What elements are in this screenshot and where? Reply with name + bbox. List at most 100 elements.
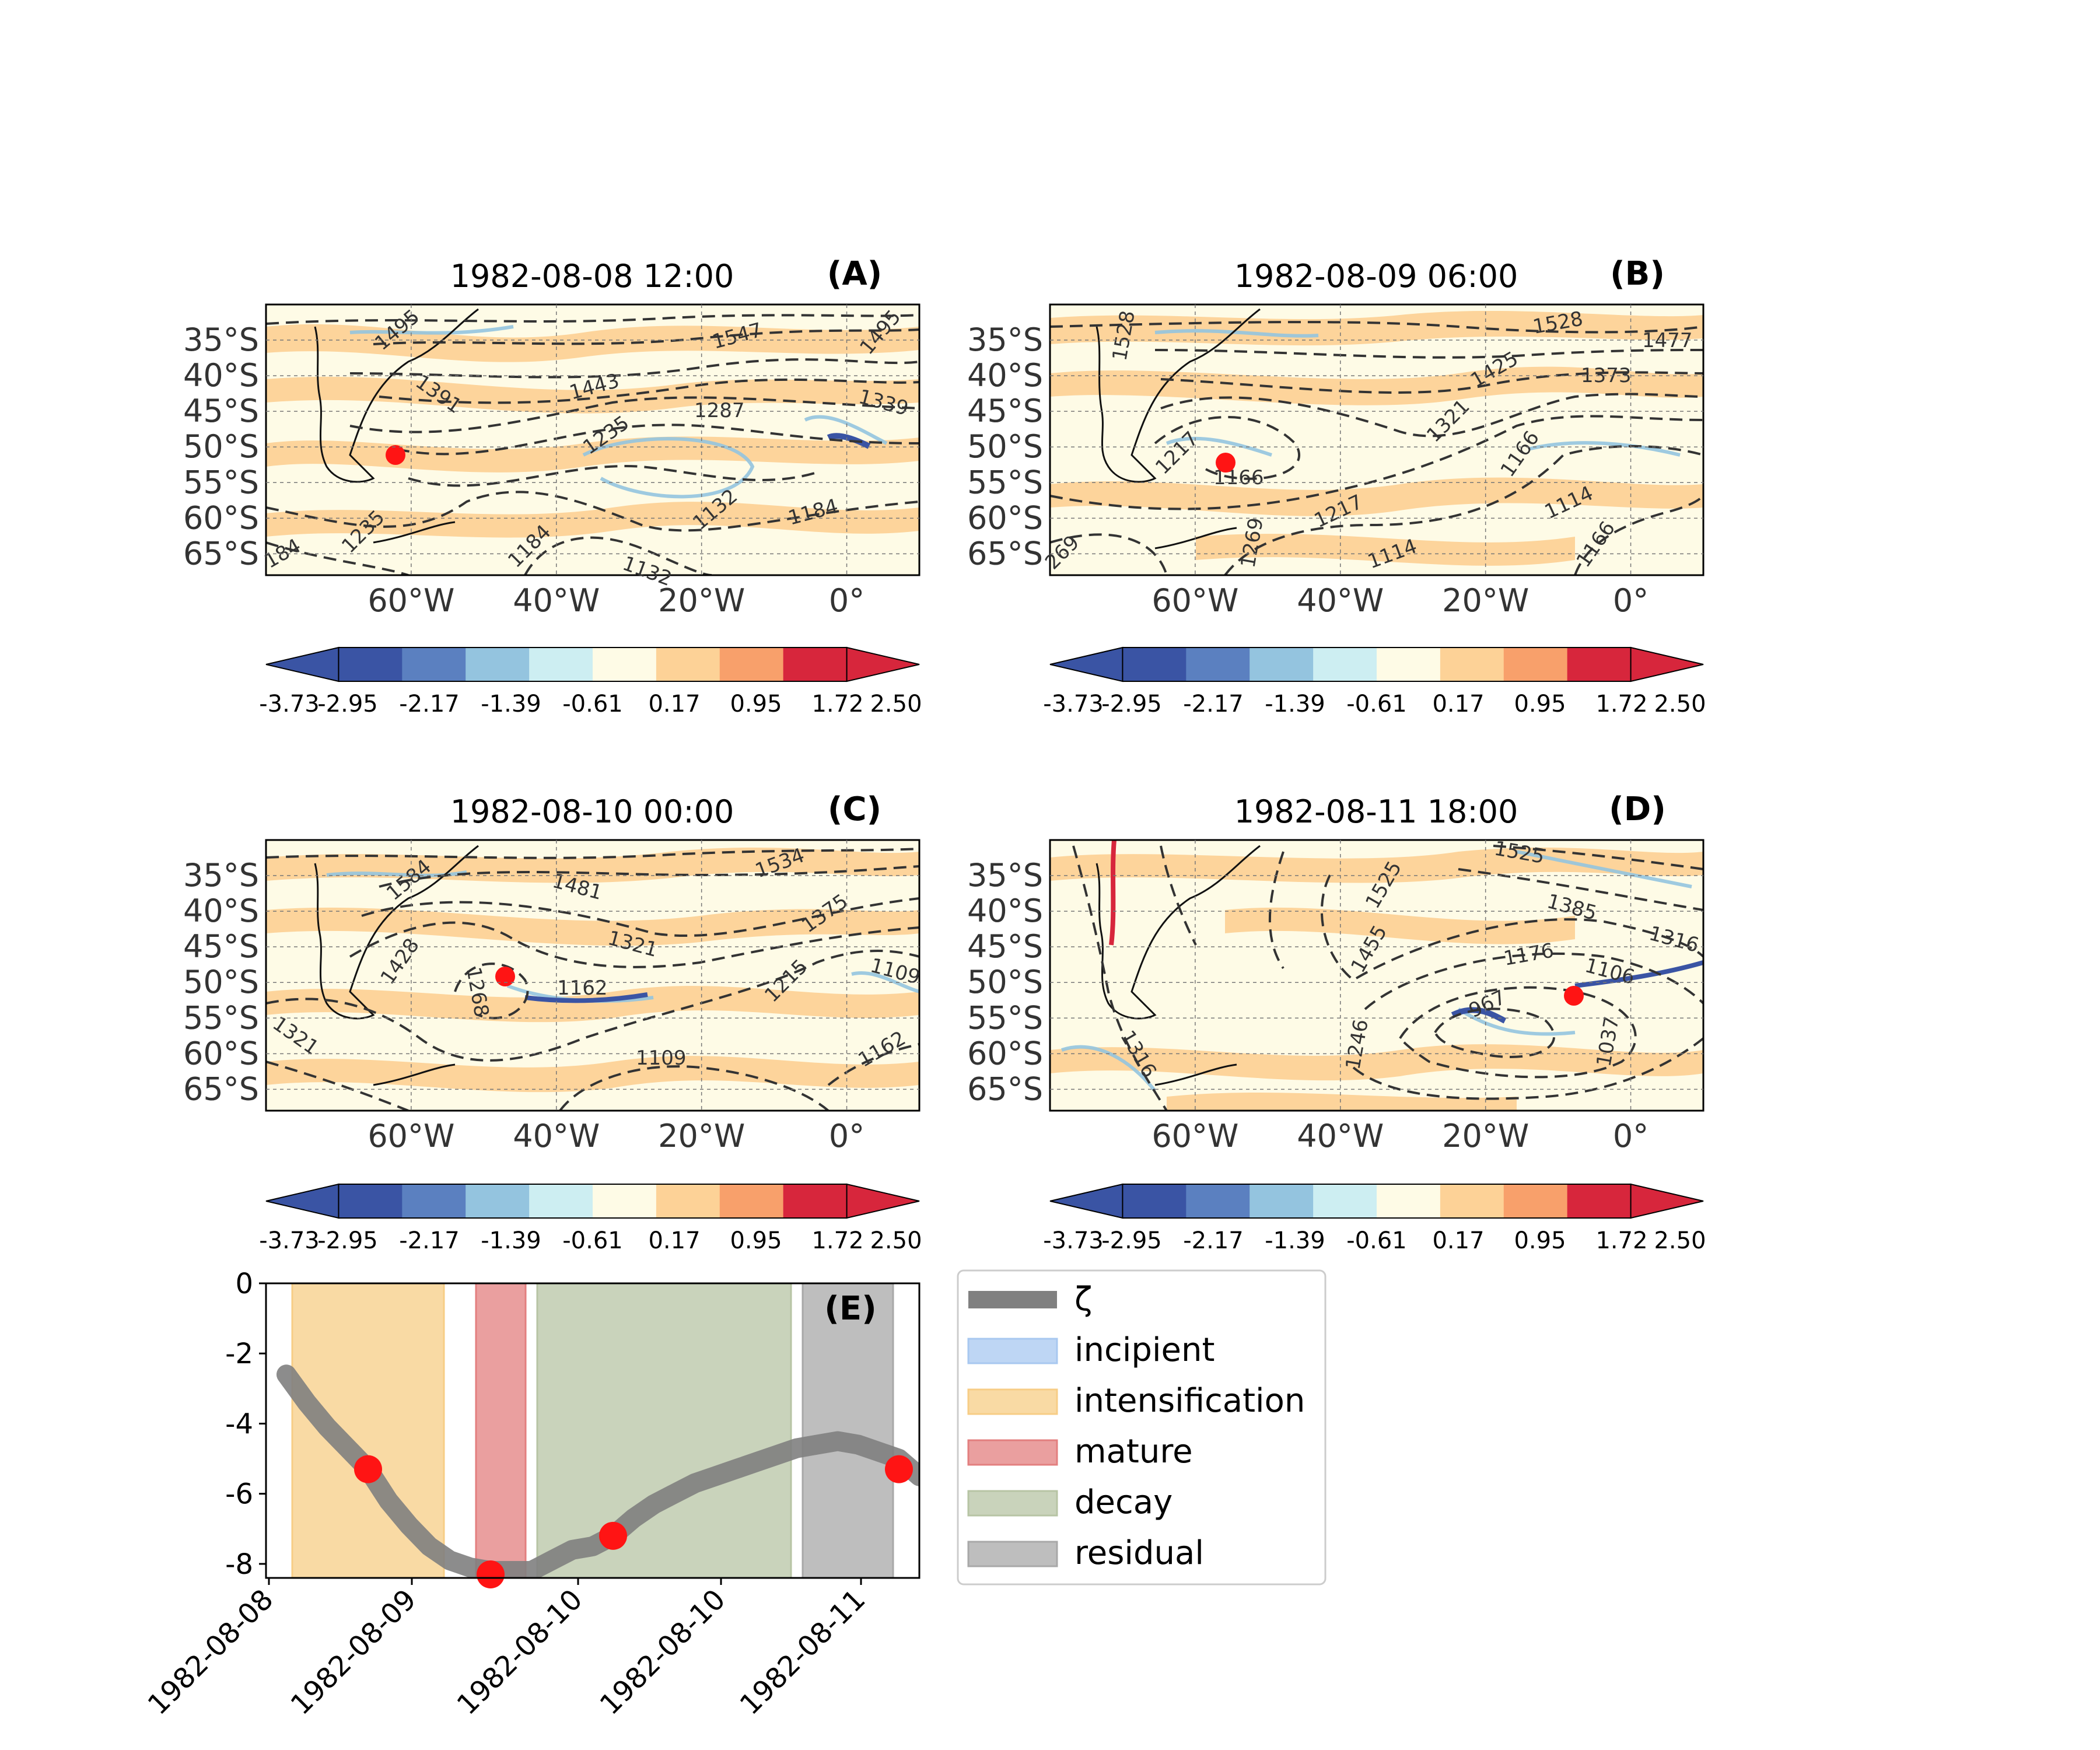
colorbar-bin: [1377, 648, 1441, 681]
lon-tick-label: 60°W: [368, 582, 454, 619]
colorbar-tick-label: 0.95: [730, 691, 782, 718]
colorbar-tick-label: -3.73: [1043, 691, 1104, 718]
legend-label-decay: decay: [1074, 1483, 1172, 1521]
colorbar-outline: [1122, 647, 1632, 682]
svg-text:1287: 1287: [694, 399, 745, 422]
panel-c-title: 1982-08-10 00:00: [450, 793, 734, 830]
colorbar-bin: [338, 648, 402, 681]
legend-swatch-mature: [967, 1439, 1058, 1466]
panel-d-title: 1982-08-11 18:00: [1234, 793, 1518, 830]
colorbars: -3.73-2.95 -2.17 -1.39 -0.61 0.17 0.95 1.72 2.5…: [259, 646, 1706, 1254]
colorbar-bin: [1186, 1184, 1250, 1218]
x-tick-label: 1982-08-10: [594, 1583, 732, 1721]
colorbar-tick-label: -2.17: [1183, 691, 1244, 718]
colorbar-tick-label: -3.73: [259, 1227, 320, 1254]
colorbar-tick-label: -1.39: [481, 1227, 541, 1254]
phase-band-mature: [475, 1283, 527, 1578]
colorbar-tick-label: 2.50: [1654, 691, 1706, 718]
lat-tick-label: 50°S: [183, 428, 259, 465]
legend-label-incipient: incipient: [1074, 1331, 1214, 1369]
timeseries-marker: [599, 1521, 627, 1550]
colorbar-tick-label: -3.73: [1043, 1227, 1104, 1254]
lat-tick-label: 45°S: [183, 393, 259, 429]
panel-a-title: 1982-08-08 12:00: [450, 258, 734, 295]
colorbar-bin: [1122, 1184, 1186, 1218]
colorbar-tick-label: 0.17: [648, 691, 700, 718]
lat-tick-label: 50°S: [967, 428, 1043, 465]
colorbar-tick-label: 0.17: [1432, 691, 1484, 718]
legend-swatch-residual: [967, 1541, 1058, 1567]
lon-tick-label: 0°: [829, 1118, 864, 1154]
colorbar-bin: [1377, 1184, 1441, 1218]
colorbar-tick-label: 0.17: [1432, 1227, 1484, 1254]
lat-tick-label: 45°S: [967, 928, 1043, 965]
svg-text:1162: 1162: [557, 977, 608, 1000]
colorbar-tick-label: -0.61: [1346, 691, 1407, 718]
coastline: [314, 308, 479, 483]
colorbar-bin: [656, 1184, 720, 1218]
lat-tick-label: 35°S: [967, 321, 1043, 358]
map-axis-ticks: 35°S40°S45°S50°S55°S60°S65°S60°W 40°W 20°W…: [183, 304, 1703, 1154]
colorbar-bin: [593, 1184, 657, 1218]
colorbar-bin: [719, 648, 784, 681]
colorbar-outline: [338, 647, 848, 682]
colorbar-bin: [1250, 648, 1314, 681]
y-tick-label: -4: [225, 1408, 253, 1440]
colorbar-bin: [656, 648, 720, 681]
lat-tick-label: 40°S: [967, 357, 1043, 394]
colorbar-tick-label: -1.39: [481, 691, 541, 718]
colorbar: -3.73-2.95 -2.17 -1.39 -0.61 0.17 0.95 1.72 2.5…: [259, 646, 922, 718]
lon-tick-label: 60°W: [368, 1118, 454, 1154]
lat-tick-label: 45°S: [967, 393, 1043, 429]
lat-tick-label: 55°S: [967, 464, 1043, 501]
lat-tick-label: 35°S: [183, 857, 259, 894]
colorbar-tick-label: 1.72: [811, 691, 863, 718]
colorbar-tick-label: -2.95: [1101, 1227, 1162, 1254]
colorbar-bin: [338, 1184, 402, 1218]
colorbar-tick-label: -2.17: [399, 691, 460, 718]
legend-label-zeta: ζ: [1074, 1280, 1092, 1318]
colorbar-tick-label: 1.72: [1595, 1227, 1647, 1254]
lon-tick-label: 20°W: [1442, 582, 1529, 619]
lat-tick-label: 40°S: [183, 892, 259, 929]
lon-tick-label: 40°W: [513, 1118, 600, 1154]
colorbar-tick-label: 2.50: [870, 691, 922, 718]
colorbar-tick-label: -0.61: [562, 1227, 623, 1254]
colorbar-outline: [1122, 1184, 1632, 1219]
lat-tick-label: 65°S: [967, 1070, 1043, 1107]
lat-tick-label: 60°S: [183, 1035, 259, 1072]
x-tick-label: 1982-08-08: [142, 1583, 280, 1721]
map-panel-b: 1982-08-09 06:00 (B): [1041, 255, 1704, 576]
map-panel-d: 1982-08-11 18:00 (D): [1049, 790, 1704, 1112]
colorbar-tick-label: 0.95: [730, 1227, 782, 1254]
cyclone-center-marker: [1564, 986, 1584, 1006]
colorbar-tick-label: -2.17: [399, 1227, 460, 1254]
colorbar-under-arrow: [1049, 1183, 1124, 1219]
lon-tick-label: 40°W: [1297, 1118, 1384, 1154]
panel-e-letter: (E): [824, 1290, 876, 1328]
lon-tick-label: 0°: [1613, 582, 1648, 619]
phase-band-decay: [536, 1283, 792, 1578]
lon-tick-label: 40°W: [1297, 582, 1384, 619]
lat-tick-label: 35°S: [183, 321, 259, 358]
colorbar-bin: [783, 1184, 848, 1218]
legend-label-mature: mature: [1074, 1433, 1193, 1471]
panel-b-title: 1982-08-09 06:00: [1234, 258, 1518, 295]
colorbar-tick-label: -3.73: [259, 691, 320, 718]
colorbar-bin: [1440, 1184, 1504, 1218]
colorbar-tick-label: -0.61: [562, 691, 623, 718]
colorbar-under-arrow: [1049, 646, 1124, 682]
lat-tick-label: 40°S: [183, 357, 259, 394]
colorbar: -3.73-2.95 -2.17 -1.39 -0.61 0.17 0.95 1.72 2.5…: [1043, 1183, 1706, 1254]
colorbar-bin: [719, 1184, 784, 1218]
lat-tick-label: 50°S: [183, 964, 259, 1000]
map-panel-a: 1982-08-08 12:00 (A): [261, 255, 921, 591]
panel-d-letter: (D): [1609, 790, 1666, 828]
y-tick-label: -2: [225, 1338, 253, 1370]
lat-tick-label: 60°S: [967, 1035, 1043, 1072]
legend-label-residual: residual: [1074, 1534, 1204, 1572]
colorbar-over-arrow: [1630, 646, 1704, 682]
lat-tick-label: 55°S: [183, 464, 259, 501]
colorbar-bin: [1122, 648, 1186, 681]
lon-tick-label: 20°W: [658, 1118, 745, 1154]
